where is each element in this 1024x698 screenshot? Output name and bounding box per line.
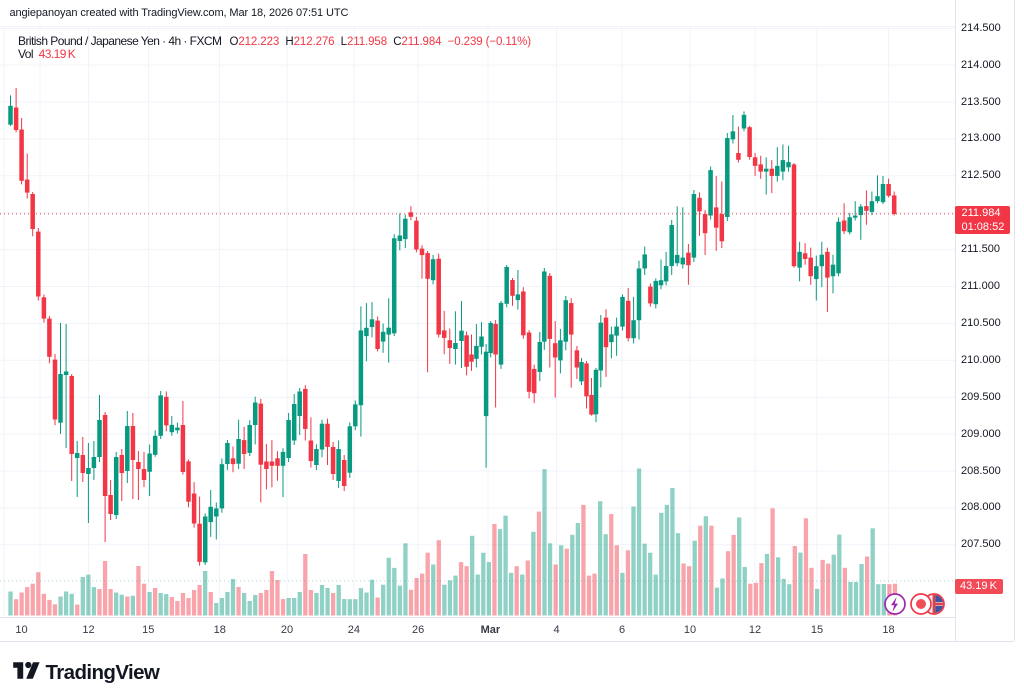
svg-text:TradingView: TradingView bbox=[46, 661, 160, 683]
